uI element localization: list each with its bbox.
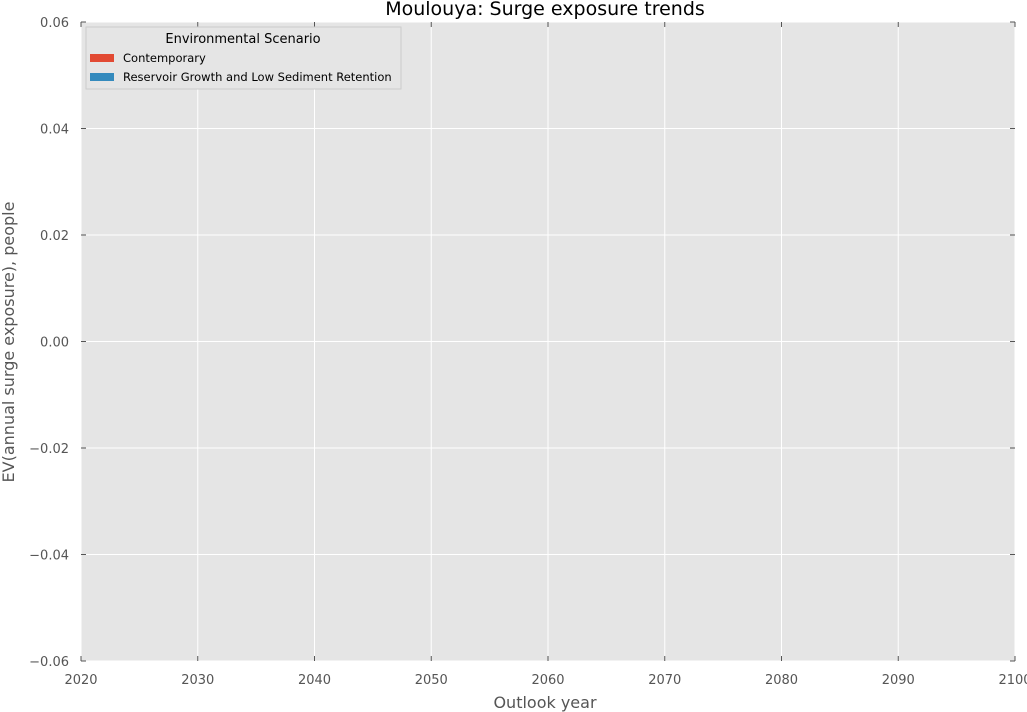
y-tick-label: 0.06	[40, 16, 69, 31]
legend-title: Environmental Scenario	[165, 32, 320, 47]
legend-label-reservoir-growth: Reservoir Growth and Low Sediment Retent…	[123, 70, 392, 84]
y-tick-label: −0.06	[29, 655, 69, 670]
y-tick-label: −0.02	[29, 442, 69, 457]
x-tick-label: 2070	[648, 673, 681, 688]
legend: Environmental Scenario Contemporary Rese…	[85, 26, 402, 90]
legend-box	[85, 26, 402, 90]
x-tick-label: 2040	[298, 673, 331, 688]
x-tick-label: 2060	[531, 673, 564, 688]
x-axis-label: Outlook year	[493, 693, 597, 712]
legend-label-contemporary: Contemporary	[123, 51, 206, 65]
y-tick-label: 0.00	[40, 336, 69, 351]
x-tick-label: 2020	[64, 673, 97, 688]
x-tick-label: 2080	[765, 673, 798, 688]
legend-swatch-reservoir-growth	[90, 73, 114, 81]
x-tick-label: 2090	[882, 673, 915, 688]
y-tick-label: 0.04	[40, 123, 69, 138]
y-tick-label: −0.04	[29, 549, 69, 564]
x-tick-label: 2050	[415, 673, 448, 688]
y-tick-label: 0.02	[40, 229, 69, 244]
y-axis-label: EV(annual surge exposure), people	[0, 202, 18, 483]
legend-swatch-contemporary	[90, 54, 114, 62]
chart-title: Moulouya: Surge exposure trends	[385, 0, 705, 20]
x-tick-label: 2030	[181, 673, 214, 688]
